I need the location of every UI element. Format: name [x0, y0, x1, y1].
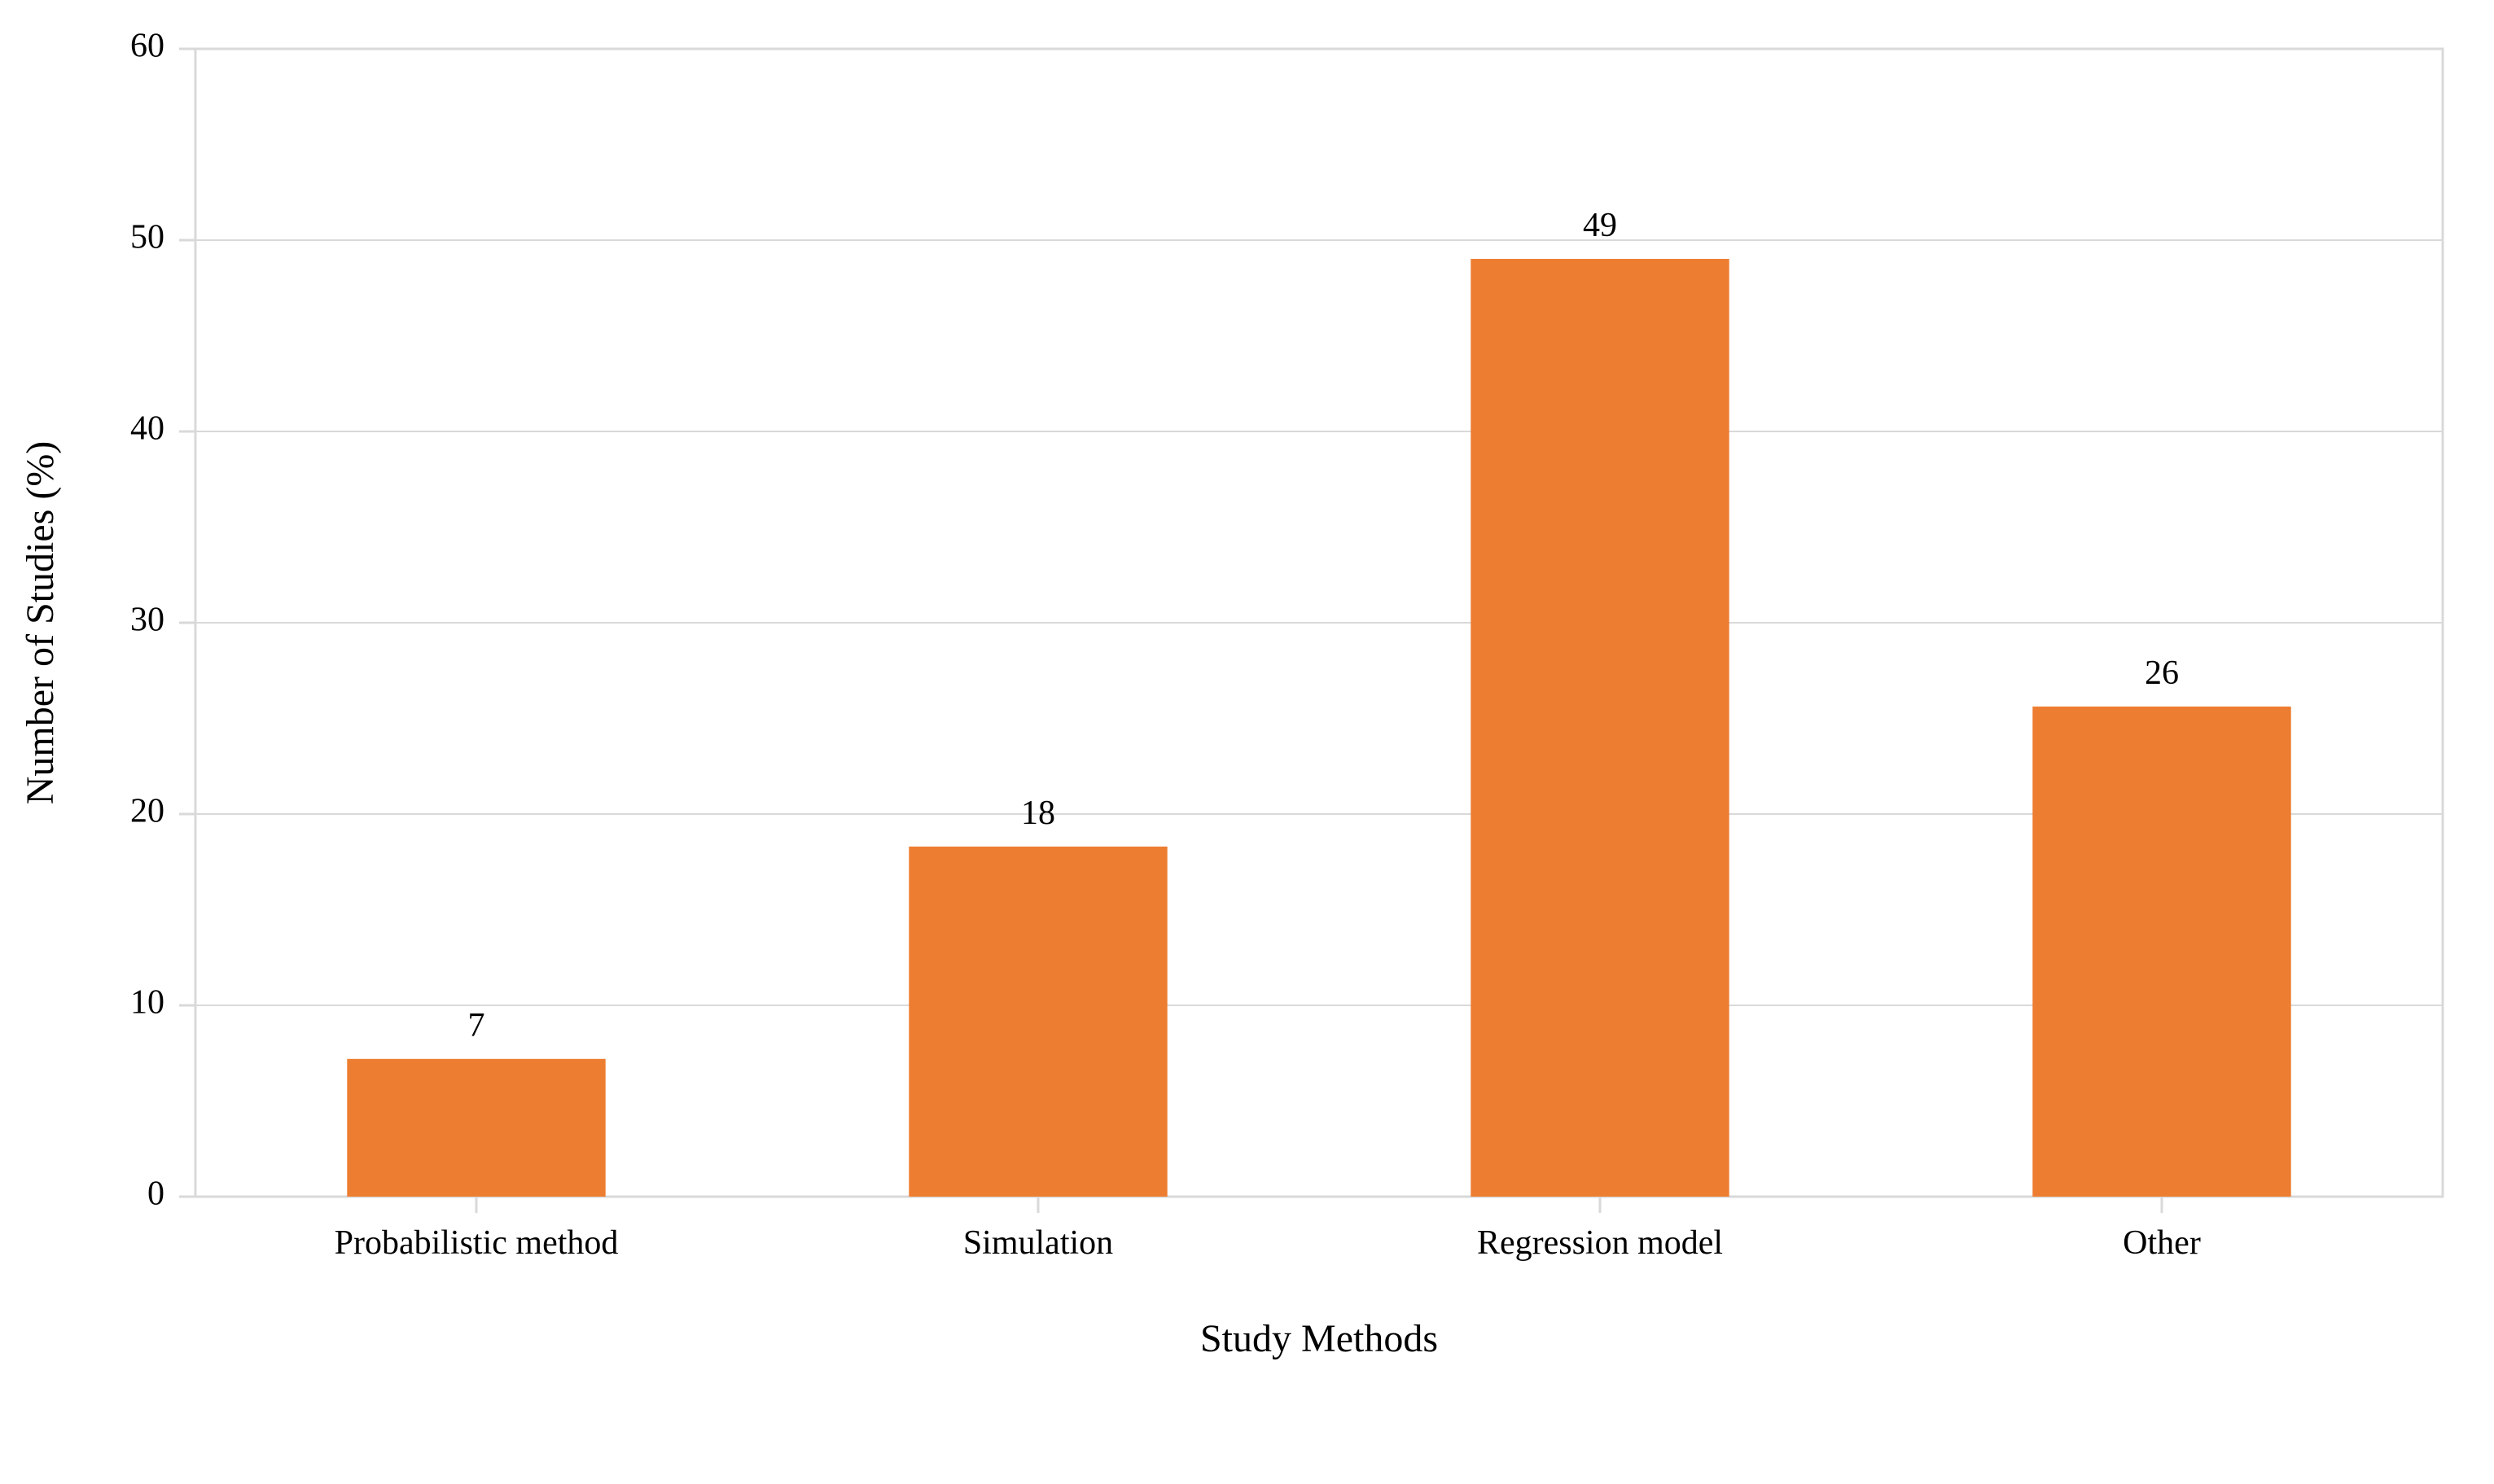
bar-value-label: 49	[1583, 207, 1617, 244]
bar	[1471, 259, 1729, 1197]
bar-chart: 0 10 20 30 40 50 60 7 18 49 26 Probabilistic meth…	[0, 0, 2494, 1484]
bar	[909, 847, 1167, 1197]
y-tick-label: 40	[130, 410, 164, 448]
bar-value-label: 26	[2145, 654, 2179, 692]
x-tick-labels: Probabilistic method Simulation Regression…	[335, 1224, 2201, 1262]
value-labels: 7 18 49 26	[468, 207, 2180, 1044]
bar-value-label: 7	[468, 1007, 485, 1044]
chart-svg: 0 10 20 30 40 50 60 7 18 49 26 Probabilistic meth…	[0, 0, 2494, 1484]
y-tick-label: 30	[130, 602, 164, 639]
x-tick-label: Other	[2123, 1224, 2201, 1262]
bar-value-label: 18	[1021, 795, 1055, 832]
y-tick-label: 10	[130, 984, 164, 1022]
y-tick-label: 20	[130, 793, 164, 830]
bar	[347, 1059, 605, 1197]
x-tick-marks	[476, 1197, 2162, 1213]
x-tick-label: Simulation	[963, 1224, 1113, 1262]
y-axis-label: Number of Studies (%)	[19, 441, 62, 805]
y-tick-label: 60	[130, 28, 164, 65]
y-tick-label: 0	[147, 1175, 164, 1213]
bars	[347, 259, 2290, 1197]
x-axis-label: Study Methods	[1200, 1317, 1438, 1360]
y-ticks	[179, 49, 195, 1197]
x-tick-label: Probabilistic method	[335, 1224, 619, 1262]
y-tick-labels: 0 10 20 30 40 50 60	[130, 28, 164, 1213]
y-tick-label: 50	[130, 219, 164, 256]
x-tick-label: Regression model	[1477, 1224, 1723, 1262]
bar	[2032, 707, 2290, 1197]
